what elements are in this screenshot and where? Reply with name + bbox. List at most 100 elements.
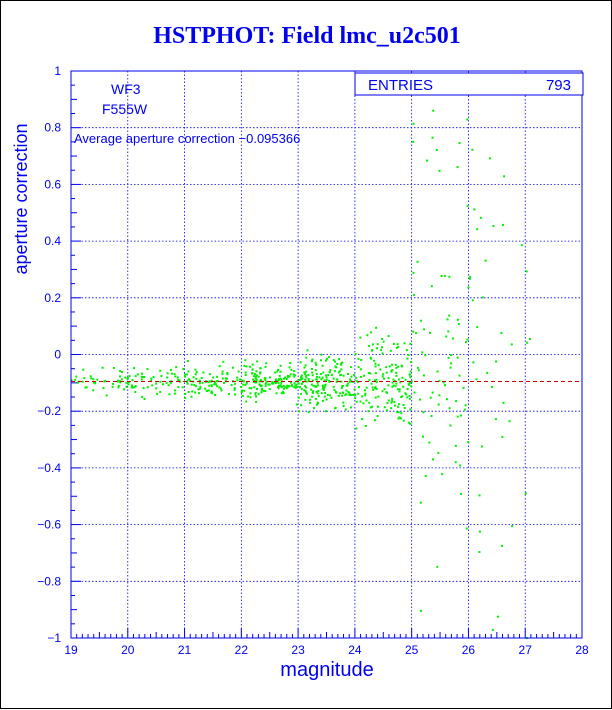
data-point: [321, 399, 324, 402]
data-point: [186, 381, 189, 384]
data-point: [272, 382, 275, 385]
data-point: [283, 377, 285, 380]
data-point: [349, 366, 352, 369]
data-point: [359, 368, 362, 371]
data-point: [186, 373, 188, 376]
data-point: [328, 371, 331, 374]
data-point: [174, 375, 177, 378]
data-point: [465, 527, 468, 530]
data-point: [348, 392, 351, 395]
data-point: [424, 475, 427, 477]
x-tick-label: 27: [519, 643, 533, 657]
data-point: [479, 216, 482, 219]
data-point: [381, 375, 384, 378]
data-point: [429, 396, 432, 399]
data-point: [298, 410, 301, 413]
data-point: [412, 271, 415, 274]
data-point: [155, 382, 158, 385]
data-point: [334, 365, 337, 368]
data-point: [374, 372, 377, 375]
data-point: [361, 418, 364, 421]
data-point: [405, 349, 408, 352]
data-point: [258, 383, 261, 386]
data-point: [375, 387, 378, 390]
data-point: [471, 148, 474, 151]
data-point: [417, 369, 420, 372]
data-point: [391, 385, 394, 388]
data-point: [496, 615, 499, 618]
data-point: [264, 365, 267, 368]
data-point: [141, 376, 144, 378]
data-point: [255, 395, 258, 398]
data-point: [364, 392, 367, 395]
data-point: [152, 376, 155, 378]
data-point: [184, 397, 187, 400]
data-point: [254, 381, 257, 384]
data-point: [399, 381, 402, 384]
data-point: [254, 373, 256, 376]
data-point: [221, 377, 224, 380]
data-point: [131, 386, 134, 389]
data-point: [431, 391, 434, 394]
data-point: [243, 364, 246, 367]
x-tick-label: 20: [121, 643, 135, 657]
data-point: [336, 363, 339, 365]
data-point: [370, 382, 373, 385]
data-point: [399, 417, 402, 420]
data-point: [322, 389, 325, 391]
data-point: [309, 401, 312, 404]
data-point: [141, 372, 143, 375]
data-point: [131, 384, 133, 387]
data-point: [271, 380, 274, 383]
data-point: [315, 378, 318, 381]
data-point: [216, 380, 219, 382]
data-point: [233, 387, 236, 390]
data-point: [374, 387, 376, 390]
data-point: [247, 395, 250, 398]
data-point: [208, 380, 211, 383]
data-point: [324, 392, 327, 394]
data-point: [264, 385, 267, 388]
data-point: [441, 473, 444, 476]
data-point: [316, 403, 318, 406]
y-tick-label: 0.8: [44, 121, 61, 135]
data-point: [289, 373, 292, 376]
data-point: [190, 395, 193, 398]
data-point: [508, 420, 511, 423]
data-point: [412, 293, 415, 296]
data-point: [442, 381, 445, 384]
data-point: [387, 399, 390, 402]
data-point: [371, 343, 374, 346]
data-point: [277, 368, 280, 371]
data-point: [380, 349, 383, 352]
data-point: [295, 386, 298, 389]
data-point: [332, 377, 335, 380]
data-point: [436, 565, 439, 568]
data-point: [131, 379, 134, 381]
data-point: [373, 379, 376, 382]
data-point: [403, 407, 406, 409]
data-point: [234, 393, 237, 396]
data-point: [347, 373, 349, 375]
data-point: [355, 379, 358, 382]
data-point: [364, 425, 367, 427]
data-point: [89, 375, 92, 378]
data-point: [525, 270, 528, 273]
data-point: [315, 385, 318, 388]
data-point: [133, 386, 136, 389]
data-point: [381, 337, 384, 340]
data-point: [241, 394, 244, 397]
data-point: [311, 379, 314, 382]
data-point: [404, 392, 407, 395]
data-point: [394, 385, 397, 388]
data-point: [85, 386, 88, 389]
data-point: [328, 356, 331, 359]
data-point: [155, 387, 158, 390]
data-point: [404, 378, 407, 381]
data-point: [356, 381, 359, 384]
data-point: [339, 392, 342, 395]
data-point: [334, 407, 337, 410]
data-point: [253, 380, 256, 382]
data-point: [133, 367, 136, 370]
